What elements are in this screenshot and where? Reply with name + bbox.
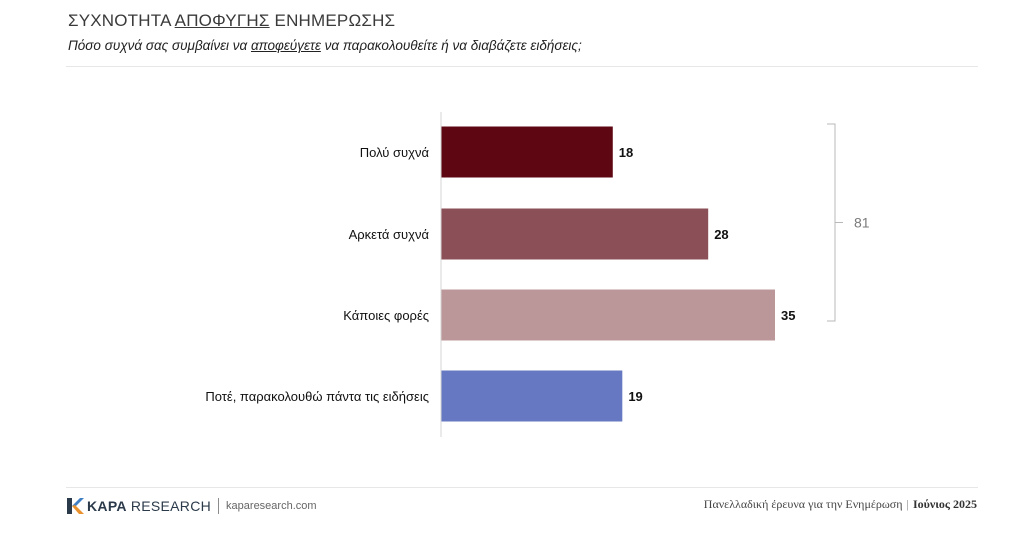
footer-survey-info: Πανελλαδική έρευνα για την Ενημέρωση | Ιού… (704, 497, 977, 512)
survey-date: Ιούνιος 2025 (912, 497, 977, 511)
kapa-logo-icon (67, 498, 84, 514)
data-label: 19 (628, 389, 642, 404)
group-bracket (827, 123, 836, 322)
subtitle-part-1: Πόσο συχνά σας συμβαίνει να (68, 38, 251, 53)
bar (441, 370, 623, 422)
bracket-total-label: 81 (854, 215, 870, 231)
website-link[interactable]: kaparesearch.com (226, 500, 317, 512)
bar-chart: Πολύ συχνά 18 Αρκετά συχνά 28 Κάποιες φορές 3… (205, 112, 870, 437)
bar (441, 208, 709, 260)
title-part-2: ΑΠΟΦΥΓΗΣ (174, 11, 270, 30)
data-label: 18 (619, 145, 633, 160)
category-label: Κάποιες φορές (343, 308, 429, 323)
bar (441, 289, 775, 341)
data-label: 35 (781, 308, 795, 323)
data-label: 28 (714, 227, 728, 242)
category-label: Αρκετά συχνά (349, 227, 430, 242)
survey-name: Πανελλαδική έρευνα για την Ενημέρωση (703, 497, 903, 511)
title-part-3: ΕΝΗΜΕΡΩΣΗΣ (269, 11, 396, 30)
subtitle-part-2: αποφεύγετε (250, 38, 321, 53)
category-label: Ποτέ, παρακολουθώ πάντα τις ειδήσεις (205, 389, 429, 404)
bar (441, 126, 613, 178)
footer-separator (218, 498, 220, 514)
chart-subtitle: Πόσο συχνά σας συμβαίνει να αποφεύγετε ν… (68, 38, 582, 53)
header-divider (66, 66, 978, 67)
brand-name-bold: KAPA (87, 498, 127, 514)
subtitle-part-3: να παρακολουθείτε ή να διαβάζετε ειδήσει… (320, 38, 582, 53)
brand-name-light: RESEARCH (130, 498, 212, 514)
survey-separator: | (906, 497, 909, 511)
category-label: Πολύ συχνά (360, 145, 430, 160)
footer-divider (66, 487, 978, 488)
footer-brand: KAPA RESEARCH kaparesearch.com (66, 495, 317, 517)
title-part-1: ΣΥΧΝΟΤΗΤΑ (68, 11, 175, 30)
chart-title: ΣΥΧΝΟΤΗΤΑ ΑΠΟΦΥΓΗΣ ΕΝΗΜΕΡΩΣΗΣ (68, 11, 395, 31)
